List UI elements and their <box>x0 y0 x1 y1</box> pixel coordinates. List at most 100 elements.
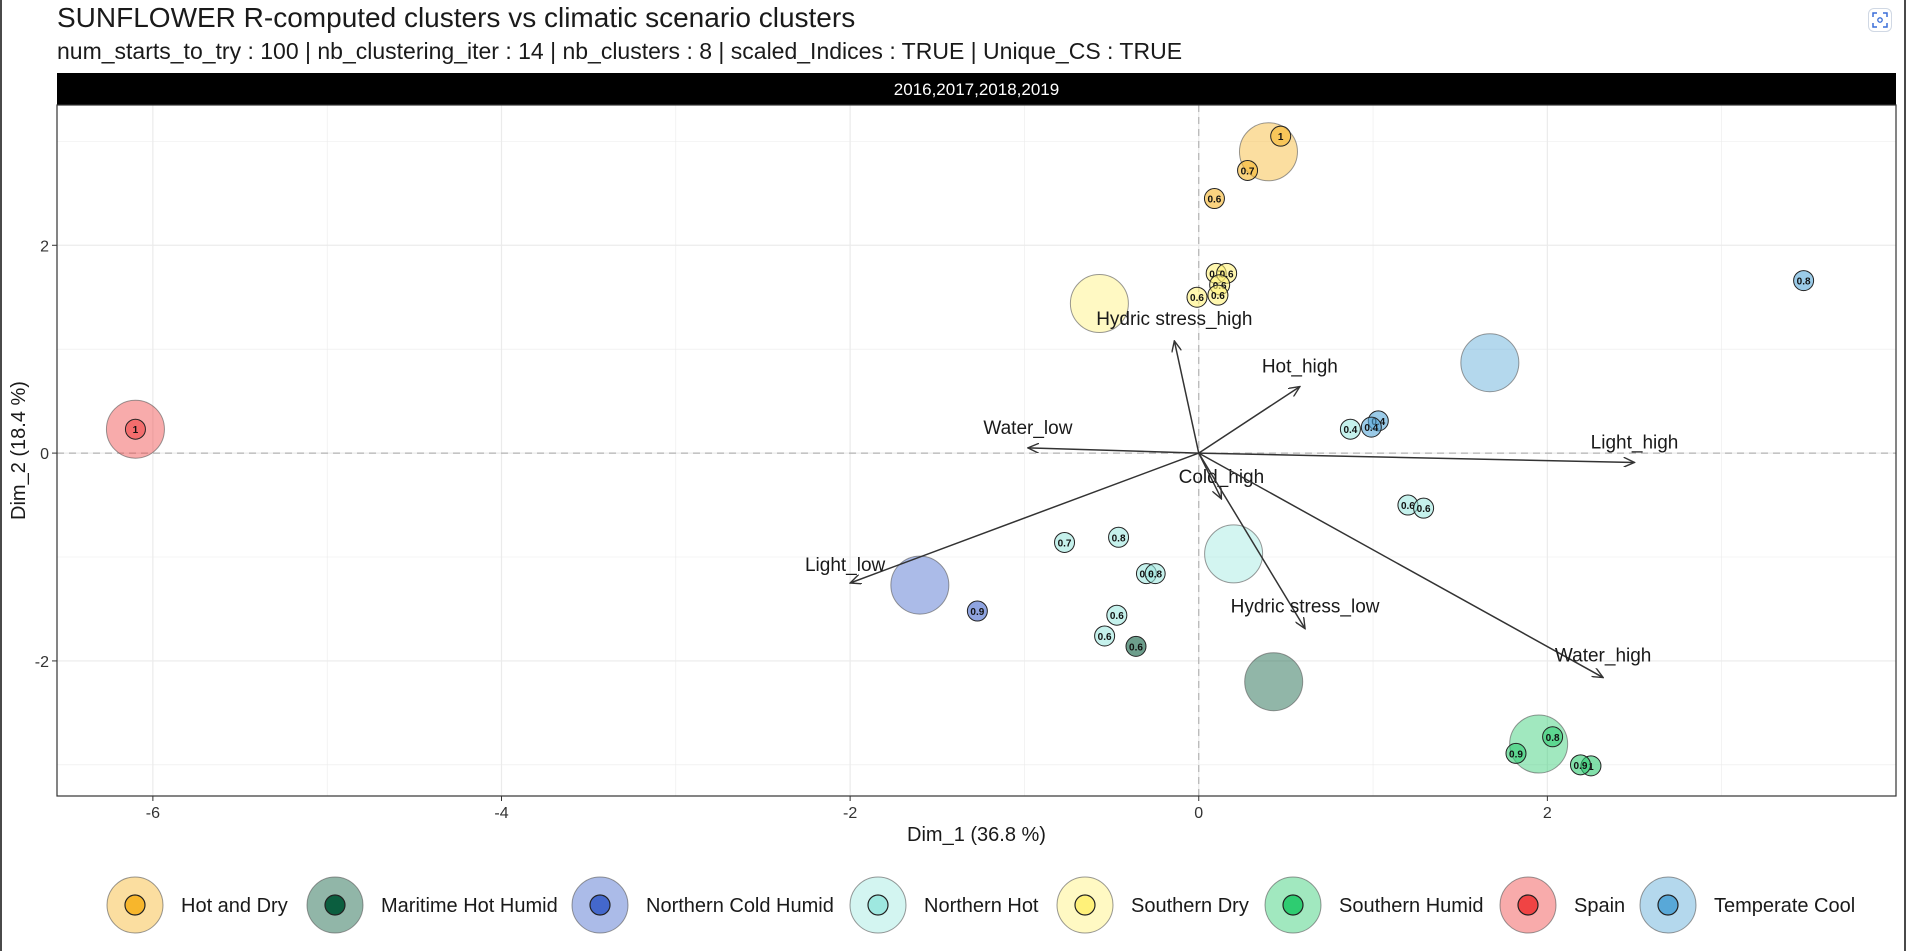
scenario-point: 0.9 <box>1505 742 1527 764</box>
facet-strip-label: 2016,2017,2018,2019 <box>894 80 1059 99</box>
scenario-point-marker <box>1270 125 1292 147</box>
scenario-point: 0.6 <box>1413 497 1435 519</box>
x-axis-label: Dim_1 (36.8 %) <box>907 824 1046 846</box>
scenario-point-label: 0.8 <box>1797 277 1811 288</box>
legend-key-small <box>1517 894 1539 916</box>
vector-arrow <box>1028 448 1199 454</box>
scenario-point-label: 0.6 <box>1417 504 1431 515</box>
scenario-point-label: 0.6 <box>1211 291 1225 302</box>
scenario-point-label: 0.7 <box>1058 538 1072 549</box>
cluster-centroid-circle <box>1460 333 1520 393</box>
scenario-point-marker <box>1569 754 1591 776</box>
scenario-point-marker <box>1144 563 1166 585</box>
scenario-point-marker <box>1542 726 1564 748</box>
window-right-border <box>1904 0 1906 951</box>
vector-label: Cold_high <box>1179 467 1265 488</box>
scenario-point-label: 0.4 <box>1364 423 1378 434</box>
scenario-point-marker <box>1186 286 1208 308</box>
scenario-point-marker <box>966 600 988 622</box>
scenario-point-label: 1 <box>1278 132 1284 143</box>
legend-item: Southern Dry <box>1056 876 1249 934</box>
expand-button[interactable] <box>1868 8 1892 32</box>
scenario-point-label: 0.8 <box>1148 570 1162 581</box>
legend-label: Hot and Dry <box>181 895 288 917</box>
legend-key-small <box>124 894 146 916</box>
scenario-point: 0.6 <box>1207 284 1229 306</box>
x-tick-label: 0 <box>1194 805 1203 822</box>
legend-label: Temperate Cool <box>1714 895 1855 917</box>
legend-item: Northern Cold Humid <box>571 876 834 934</box>
vector-label: Water_low <box>983 418 1072 439</box>
x-tick-label: -6 <box>146 805 160 822</box>
vector-arrow <box>850 452 1200 583</box>
scenario-point: 0.6 <box>1106 604 1128 626</box>
y-tick-label: -2 <box>35 654 49 671</box>
scenario-point-marker <box>1237 159 1259 181</box>
scenario-point-marker <box>1054 531 1076 553</box>
plot-panel <box>57 105 1896 796</box>
scenario-point: 0.6 <box>1203 188 1225 210</box>
cluster-centroid-circle <box>1069 273 1129 333</box>
legend-label: Maritime Hot Humid <box>381 895 558 917</box>
legend-item: Hot and Dry <box>106 876 288 934</box>
scenario-points: 1 0.7 0.6 0.6 0.9 0.7 0.8 0.6 0.8 0.6 0.6 0.4 0.6 0.6… <box>124 125 1815 777</box>
x-tick-label: -2 <box>843 805 857 822</box>
y-axis-label: Dim_2 (18.4 %) <box>8 381 30 520</box>
scenario-point-label: 0.6 <box>1129 642 1143 653</box>
scenario-point: 0.9 <box>1569 754 1591 776</box>
legend: Hot and Dry Maritime Hot Humid Northern Co… <box>106 876 1855 934</box>
legend-item: Temperate Cool <box>1639 876 1855 934</box>
scenario-point: 1 <box>1270 125 1292 147</box>
scenario-point: 1 <box>124 418 146 440</box>
expand-icon <box>1872 12 1888 28</box>
legend-item: Northern Hot <box>849 876 1039 934</box>
scenario-point-label: 1 <box>1588 762 1594 773</box>
vector-arrow <box>1174 341 1200 454</box>
vector-arrow <box>1198 452 1603 677</box>
vector-label: Water_high <box>1555 646 1651 667</box>
legend-item: Spain <box>1499 876 1625 934</box>
y-tick-label: 0 <box>40 446 49 463</box>
scenario-point-label: 0.8 <box>1112 533 1126 544</box>
scenario-point-label: 0.9 <box>970 607 984 618</box>
scenario-point: 0.7 <box>1237 159 1259 181</box>
scenario-point-marker <box>1106 604 1128 626</box>
x-tick-label: -4 <box>494 805 508 822</box>
legend-label: Northern Hot <box>924 895 1039 917</box>
scenario-point-marker <box>1339 418 1361 440</box>
y-tick-label: 2 <box>40 238 49 255</box>
legend-label: Spain <box>1574 895 1625 917</box>
scenario-point-marker <box>1505 742 1527 764</box>
scenario-point-label: 0.9 <box>1509 749 1523 760</box>
legend-item: Maritime Hot Humid <box>306 876 558 934</box>
variable-vectors: Hydric stress_high Hot_high Water_low Light… <box>805 309 1678 678</box>
cluster-centroid-circle <box>890 555 950 615</box>
scenario-point: 0.8 <box>1542 726 1564 748</box>
scenario-point: 0.4 <box>1360 416 1382 438</box>
legend-key-small <box>867 894 889 916</box>
scenario-point-label: 0.6 <box>1110 611 1124 622</box>
scenario-point-label: 0.7 <box>1241 166 1255 177</box>
legend-key-small <box>589 894 611 916</box>
scenario-point-label: 0.6 <box>1207 195 1221 206</box>
legend-key-small <box>1657 894 1679 916</box>
scenario-point-label: 0.8 <box>1546 733 1560 744</box>
scenario-point-marker <box>124 418 146 440</box>
x-tick-label: 2 <box>1543 805 1552 822</box>
vector-label: Hot_high <box>1262 357 1338 378</box>
vector-arrow <box>1198 452 1635 462</box>
legend-item: Southern Humid <box>1264 876 1484 934</box>
scenario-point: 0.6 <box>1094 625 1116 647</box>
vector-label: Hydric stress_high <box>1096 309 1252 330</box>
scenario-point: 0.8 <box>1108 526 1130 548</box>
scenario-point-marker <box>1207 284 1229 306</box>
vector-arrow <box>1198 452 1305 629</box>
scenario-point-marker <box>1094 625 1116 647</box>
scenario-point-label: 0.6 <box>1220 269 1234 280</box>
scenario-point-label: 0.9 <box>1574 761 1588 772</box>
scenario-point-marker <box>1125 635 1147 657</box>
window-left-border <box>0 0 2 951</box>
legend-label: Southern Dry <box>1131 895 1249 917</box>
scenario-point-label: 0.4 <box>1343 425 1357 436</box>
